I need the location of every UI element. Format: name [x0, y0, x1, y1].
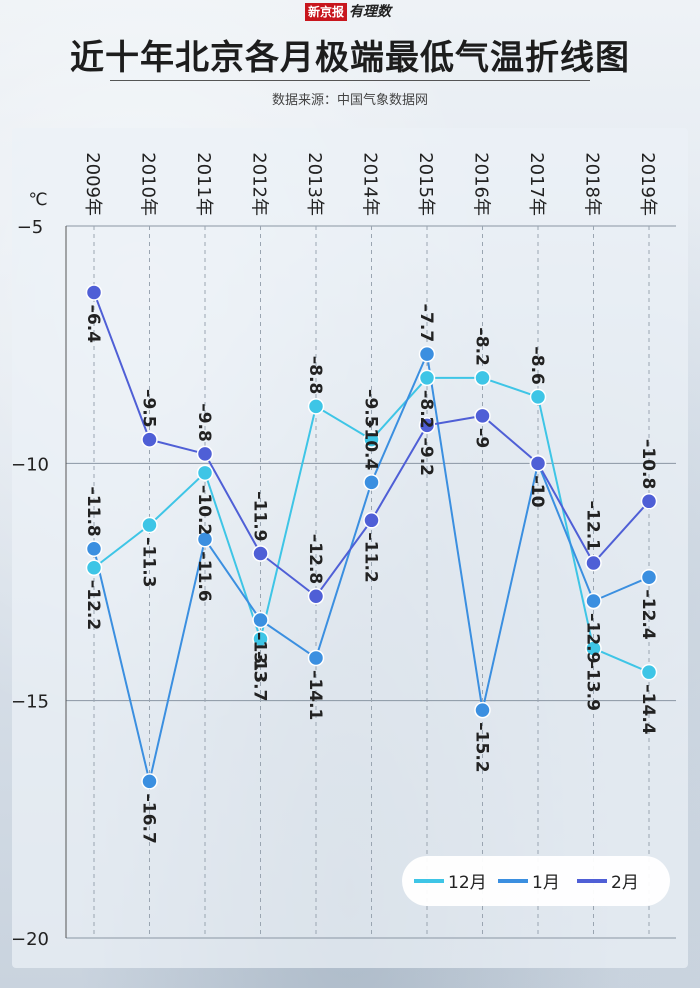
- data-label: –10.4: [361, 420, 381, 471]
- data-point: [585, 554, 602, 572]
- data-point: [196, 445, 214, 463]
- data-point: [196, 464, 214, 482]
- x-tick-label: 2013年: [304, 152, 325, 216]
- data-source: 数据来源：中国气象数据网: [271, 93, 428, 108]
- data-point: [307, 587, 325, 605]
- data-point: [85, 559, 103, 577]
- data-label: –11.6: [194, 551, 214, 601]
- data-label: –11.2: [361, 532, 381, 582]
- x-tick-label: 2015年: [415, 152, 436, 216]
- data-label: –12.8: [305, 534, 325, 584]
- data-point: [141, 431, 158, 448]
- data-point: [474, 701, 491, 719]
- data-label: –9.5: [361, 389, 381, 428]
- data-point: [363, 431, 380, 448]
- data-label: –11.8: [83, 486, 103, 536]
- data-point: [141, 516, 158, 534]
- y-axis-unit: ℃: [28, 190, 47, 210]
- data-label: –12.9: [583, 613, 603, 663]
- data-label: –10: [527, 475, 547, 507]
- legend-label: 2月: [611, 873, 639, 893]
- data-label: –8.8: [305, 356, 325, 395]
- data-point: [640, 663, 658, 681]
- data-label: –13.3: [250, 632, 270, 682]
- data-point: [474, 369, 491, 387]
- data-label: –12.1: [583, 501, 603, 551]
- data-label: –7.7: [416, 304, 436, 343]
- legend-label: 12月: [448, 873, 487, 893]
- data-label: –9.2: [416, 437, 436, 476]
- data-point: [363, 474, 380, 491]
- y-tick-label: −5: [17, 217, 44, 238]
- data-point: [252, 611, 269, 629]
- x-tick-label: 2010年: [138, 152, 159, 216]
- y-tick-label: −20: [11, 929, 49, 950]
- data-label: –10.2: [194, 485, 214, 535]
- logo-suffix: 有理数: [349, 4, 392, 20]
- data-label: –16.7: [139, 793, 159, 843]
- data-point: [252, 630, 269, 648]
- data-point: [141, 773, 158, 790]
- data-point: [640, 493, 658, 510]
- data-label: –15.2: [472, 722, 492, 772]
- data-point: [307, 649, 325, 667]
- data-label: –9.8: [194, 403, 214, 442]
- data-label: –13.7: [250, 651, 270, 701]
- data-point: [640, 569, 658, 586]
- header: 新京报 有理数 近十年北京各月极端最低气温折线图 数据来源：中国气象数据网: [0, 0, 700, 118]
- data-label: –6.4: [83, 304, 103, 343]
- y-tick-label: −10: [11, 454, 49, 475]
- data-point: [363, 512, 380, 529]
- data-point: [529, 455, 547, 472]
- x-tick-label: 2012年: [249, 152, 270, 216]
- x-tick-label: 2017年: [526, 152, 547, 216]
- x-tick-label: 2009年: [82, 152, 103, 216]
- brand-logo: 新京报 有理数: [305, 2, 391, 22]
- logo-brand: 新京报: [305, 3, 348, 21]
- data-label: –8.6: [527, 346, 547, 385]
- legend-box: [402, 856, 670, 906]
- data-label: –10: [527, 475, 547, 507]
- data-point: [85, 284, 103, 301]
- data-label: –8.2: [416, 390, 436, 429]
- data-point: [85, 540, 103, 558]
- data-label: –11.9: [250, 491, 270, 541]
- x-tick-label: 2011年: [193, 152, 214, 216]
- data-point: [418, 345, 436, 363]
- data-label: –12.4: [638, 589, 658, 640]
- data-point: [585, 592, 602, 610]
- data-point: [529, 388, 547, 406]
- x-tick-label: 2019年: [637, 152, 658, 216]
- data-label: –14.4: [638, 684, 658, 735]
- x-tick-label: 2014年: [360, 152, 381, 216]
- data-point: [418, 369, 436, 387]
- page-title: 近十年北京各月极端最低气温折线图: [70, 38, 630, 78]
- data-point: [307, 398, 325, 415]
- data-point: [196, 531, 214, 548]
- data-point: [418, 417, 436, 434]
- legend-label: 1月: [532, 873, 560, 893]
- x-tick-label: 2018年: [582, 152, 603, 216]
- data-label: –13.9: [583, 660, 603, 710]
- data-label: –9: [472, 428, 492, 448]
- data-label: –8.2: [472, 327, 492, 366]
- data-point: [585, 640, 602, 657]
- x-tick-label: 2016年: [471, 152, 492, 216]
- data-label: –10.8: [638, 439, 658, 489]
- title-divider: [110, 80, 590, 81]
- data-point: [252, 545, 269, 562]
- y-tick-label: −15: [11, 692, 49, 713]
- data-point: [474, 407, 491, 425]
- data-label: –11.3: [139, 537, 159, 587]
- data-label: –9.5: [139, 389, 159, 428]
- data-label: –12.2: [83, 580, 103, 630]
- data-label: –14.1: [305, 670, 325, 720]
